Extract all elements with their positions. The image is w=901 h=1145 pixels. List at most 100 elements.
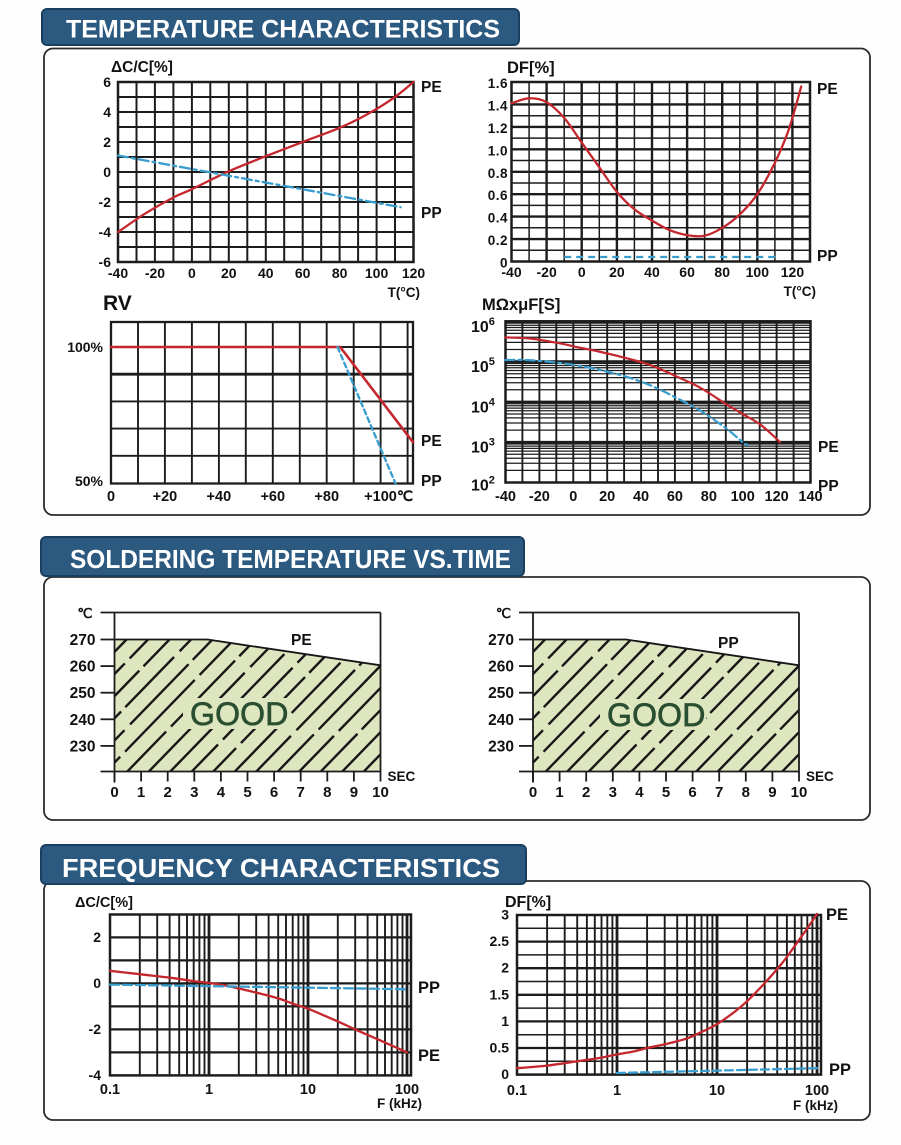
svg-text:1.6: 1.6 bbox=[488, 76, 508, 91]
svg-text:+20: +20 bbox=[153, 489, 178, 505]
svg-text:0.1: 0.1 bbox=[100, 1082, 120, 1098]
svg-text:PE: PE bbox=[291, 632, 312, 649]
svg-text:-40: -40 bbox=[495, 489, 516, 505]
svg-text:100%: 100% bbox=[67, 339, 103, 355]
svg-text:FREQUENCY CHARACTERISTICS: FREQUENCY CHARACTERISTICS bbox=[62, 853, 500, 883]
svg-text:-6: -6 bbox=[99, 254, 112, 270]
svg-text:4: 4 bbox=[635, 784, 644, 801]
svg-text:1: 1 bbox=[137, 784, 145, 801]
svg-text:0: 0 bbox=[103, 164, 111, 180]
svg-text:6: 6 bbox=[688, 784, 696, 801]
svg-text:2.5: 2.5 bbox=[490, 933, 510, 949]
svg-text:1: 1 bbox=[501, 1013, 509, 1029]
svg-text:120: 120 bbox=[781, 264, 805, 280]
svg-text:40: 40 bbox=[258, 265, 274, 281]
svg-text:PE: PE bbox=[418, 1047, 440, 1065]
svg-text:F (kHz): F (kHz) bbox=[793, 1098, 838, 1113]
svg-text:℃: ℃ bbox=[77, 606, 93, 621]
svg-text:PP: PP bbox=[421, 205, 442, 222]
svg-text:ΔC/C[%]: ΔC/C[%] bbox=[111, 59, 173, 76]
svg-text:260: 260 bbox=[488, 659, 514, 676]
svg-text:F (kHz): F (kHz) bbox=[377, 1096, 422, 1111]
svg-text:270: 270 bbox=[70, 632, 96, 649]
svg-text:250: 250 bbox=[488, 685, 514, 702]
svg-text:6: 6 bbox=[103, 74, 111, 90]
svg-text:-20: -20 bbox=[537, 264, 557, 280]
svg-text:3: 3 bbox=[190, 784, 198, 801]
svg-text:PP: PP bbox=[817, 248, 838, 265]
svg-text:20: 20 bbox=[221, 265, 237, 281]
svg-text:0.6: 0.6 bbox=[488, 188, 508, 203]
svg-text:230: 230 bbox=[488, 738, 514, 755]
svg-text:80: 80 bbox=[332, 265, 348, 281]
svg-text:10: 10 bbox=[791, 784, 808, 801]
svg-text:50%: 50% bbox=[75, 473, 104, 489]
svg-text:40: 40 bbox=[644, 264, 660, 280]
svg-text:1.0: 1.0 bbox=[488, 143, 508, 158]
svg-text:3: 3 bbox=[501, 907, 509, 923]
svg-text:0: 0 bbox=[501, 1066, 509, 1082]
svg-text:PE: PE bbox=[826, 906, 848, 924]
svg-text:2: 2 bbox=[93, 929, 101, 945]
svg-text:-4: -4 bbox=[89, 1067, 102, 1083]
svg-text:GOOD: GOOD bbox=[190, 696, 289, 732]
svg-text:DF[%]: DF[%] bbox=[507, 59, 555, 77]
svg-text:0.2: 0.2 bbox=[488, 233, 508, 248]
svg-text:-4: -4 bbox=[99, 224, 112, 240]
svg-text:0: 0 bbox=[110, 784, 118, 801]
svg-text:0.4: 0.4 bbox=[488, 211, 508, 226]
svg-text:1.4: 1.4 bbox=[488, 98, 508, 113]
svg-text:80: 80 bbox=[714, 264, 730, 280]
svg-text:4: 4 bbox=[103, 104, 111, 120]
svg-text:270: 270 bbox=[488, 632, 514, 649]
svg-text:20: 20 bbox=[609, 264, 625, 280]
svg-text:1.2: 1.2 bbox=[488, 121, 508, 136]
svg-text:-40: -40 bbox=[501, 264, 521, 280]
svg-text:5: 5 bbox=[662, 784, 670, 801]
svg-text:9: 9 bbox=[768, 784, 776, 801]
svg-text:1: 1 bbox=[613, 1083, 621, 1099]
svg-text:0: 0 bbox=[529, 784, 537, 801]
svg-text:60: 60 bbox=[295, 265, 311, 281]
svg-text:1: 1 bbox=[205, 1082, 213, 1098]
svg-text:120: 120 bbox=[402, 265, 426, 281]
svg-text:GOOD: GOOD bbox=[607, 697, 706, 733]
svg-text:60: 60 bbox=[679, 264, 695, 280]
svg-text:100: 100 bbox=[746, 264, 770, 280]
svg-text:7: 7 bbox=[715, 784, 723, 801]
svg-text:6: 6 bbox=[270, 784, 278, 801]
svg-text:100: 100 bbox=[731, 489, 755, 505]
svg-text:0: 0 bbox=[500, 256, 508, 271]
svg-text:2: 2 bbox=[582, 784, 590, 801]
svg-text:SEC: SEC bbox=[806, 769, 834, 784]
svg-text:2: 2 bbox=[164, 784, 172, 801]
svg-text:RV: RV bbox=[103, 292, 132, 315]
svg-text:+100℃: +100℃ bbox=[364, 489, 414, 505]
svg-text:3: 3 bbox=[609, 784, 617, 801]
svg-text:2: 2 bbox=[501, 960, 509, 976]
svg-text:100: 100 bbox=[805, 1083, 829, 1099]
svg-text:0: 0 bbox=[93, 975, 101, 991]
svg-text:10: 10 bbox=[372, 784, 389, 801]
svg-text:PE: PE bbox=[818, 439, 839, 456]
svg-text:4: 4 bbox=[217, 784, 226, 801]
svg-text:7: 7 bbox=[297, 784, 305, 801]
svg-text:240: 240 bbox=[70, 712, 96, 729]
svg-text:T(°C): T(°C) bbox=[388, 285, 420, 300]
svg-text:PP: PP bbox=[421, 473, 442, 490]
svg-text:PE: PE bbox=[421, 79, 442, 96]
svg-text:230: 230 bbox=[70, 738, 96, 755]
svg-text:250: 250 bbox=[70, 685, 96, 702]
svg-text:PP: PP bbox=[818, 478, 839, 495]
svg-text:ΔC/C[%]: ΔC/C[%] bbox=[75, 895, 133, 911]
svg-text:-2: -2 bbox=[89, 1021, 102, 1037]
svg-text:+40: +40 bbox=[207, 489, 232, 505]
svg-text:40: 40 bbox=[633, 489, 649, 505]
svg-text:0.1: 0.1 bbox=[507, 1083, 527, 1099]
svg-text:0: 0 bbox=[578, 264, 586, 280]
svg-text:DF[%]: DF[%] bbox=[505, 894, 551, 911]
svg-text:PE: PE bbox=[421, 433, 442, 450]
svg-text:10: 10 bbox=[709, 1083, 725, 1099]
svg-text:PP: PP bbox=[829, 1061, 851, 1079]
svg-text:0.8: 0.8 bbox=[488, 166, 508, 181]
